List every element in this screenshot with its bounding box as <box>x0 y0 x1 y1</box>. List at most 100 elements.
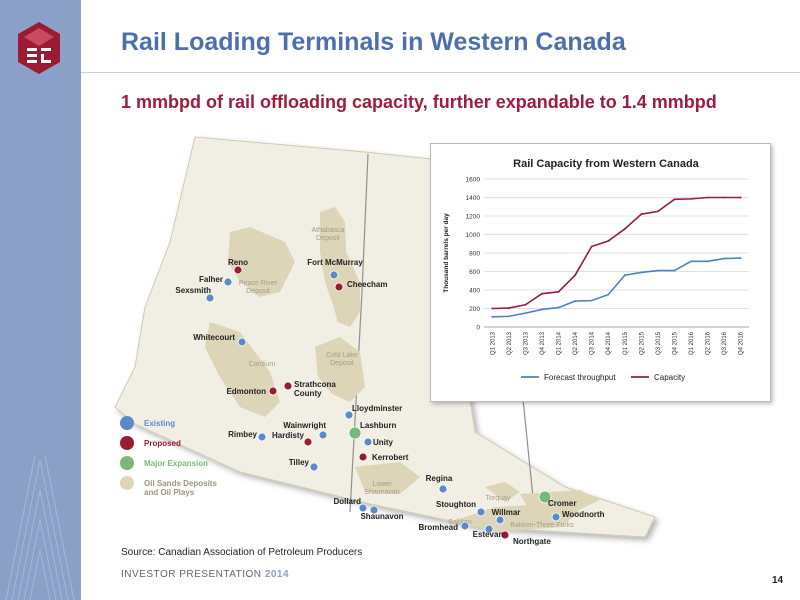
region-label-torquay: Torquay <box>486 495 511 502</box>
slide-subtitle: 1 mmbpd of rail offloading capacity, fur… <box>121 92 717 112</box>
legend-swatch-proposed <box>120 436 134 450</box>
y-tick-label-0: 0 <box>476 325 480 332</box>
data-point-capacity-q1-2015 <box>623 228 626 230</box>
x-tick-label-q4-2015: Q4 2015 <box>672 331 678 355</box>
rail-capacity-chart-svg: Rail Capacity from Western Canada 0 200 400… <box>443 158 749 382</box>
data-point-forecast-throughput-q1-2015 <box>623 274 626 277</box>
terminal-label-estevan: Estevan <box>473 530 504 539</box>
region-label-bakken: Bakken <box>448 519 471 526</box>
terminal-dot-wainwright <box>318 430 328 440</box>
terminal-label-cromer: Cromer <box>548 499 576 508</box>
chart-title: Rail Capacity from Western Canada <box>513 158 700 170</box>
legend-swatch-major <box>120 456 134 470</box>
data-point-capacity-q3-2016 <box>723 196 726 199</box>
terminal-dot-dollard <box>358 503 368 513</box>
y-tick-label-1400: 1400 <box>466 195 481 202</box>
x-tick-label-q1-2014: Q1 2014 <box>557 331 563 355</box>
terminal-dot-regina <box>438 484 448 494</box>
terminal-dot-edmonton <box>268 386 278 396</box>
terminal-label-rimbey: Rimbey <box>228 430 257 439</box>
terminal-dot-willmar <box>495 515 505 525</box>
terminal-dot-fort-mcmurray <box>329 270 339 280</box>
terminal-dot-estevan <box>484 524 494 534</box>
decorative-chevrons <box>5 455 75 600</box>
region-label-bakken-three-forks: Bakken-Three Forks <box>510 522 574 529</box>
terminal-label-hardisty: Hardisty <box>272 431 305 440</box>
data-point-forecast-throughput-q2-2015 <box>640 271 643 274</box>
chart-legend-label-forecast-throughput: Forecast throughput <box>544 373 616 382</box>
terminal-label-northgate: Northgate <box>513 537 551 546</box>
legend-label-deposit: Oil Sands Deposits and Oil Plays <box>144 479 217 497</box>
region-label-cold-lake-deposit: Cold Lake Deposit <box>326 352 358 367</box>
terminal-label-fort-mcmurray: Fort McMurray <box>307 258 363 267</box>
terminal-label-lloydminster: Lloydminster <box>352 404 402 413</box>
data-point-forecast-throughput-q1-2013 <box>491 315 494 318</box>
terminal-dot-lloydminster <box>344 410 354 420</box>
slide-title: Rail Loading Terminals in Western Canada <box>121 28 626 56</box>
y-axis-label: Thousand barrels per day <box>443 213 450 293</box>
terminal-dot-cheecham <box>334 282 344 292</box>
terminal-dot-reno <box>233 265 243 275</box>
series-line-forecast-throughput <box>492 257 741 318</box>
athabasca-deposit-area <box>320 207 360 327</box>
legend-label-proposed: Proposed <box>144 439 181 448</box>
western-canada-map: Athabasca Deposit Peace River Deposit Cold L… <box>114 136 656 546</box>
data-point-capacity-q4-2013 <box>541 292 543 295</box>
terminal-label-stoughton: Stoughton <box>436 500 476 509</box>
terminal-label-unity: Unity <box>373 438 394 447</box>
terminal-label-sexsmith: Sexsmith <box>175 286 211 295</box>
terminal-dot-hardisty <box>303 437 313 447</box>
data-point-forecast-throughput-q2-2014 <box>574 300 576 302</box>
legend-swatch-existing <box>120 416 134 430</box>
terminal-dot-bromhead <box>460 521 470 531</box>
x-tick-label-q3-2013: Q3 2013 <box>523 331 529 355</box>
data-point-capacity-q1-2014 <box>557 290 560 293</box>
terminal-label-kerrobert: Kerrobert <box>372 453 409 462</box>
terminal-dot-rimbey <box>257 432 267 442</box>
data-point-forecast-throughput-q3-2016 <box>723 257 726 260</box>
data-point-forecast-throughput-q4-2014 <box>607 293 610 296</box>
y-tick-label-800: 800 <box>469 251 480 258</box>
data-point-forecast-throughput-q3-2015 <box>657 269 659 272</box>
legend-label-major: Major Expansion <box>144 459 208 468</box>
terminal-dot-woodnorth <box>551 512 561 522</box>
source-note: Source: Canadian Association of Petroleu… <box>121 547 363 558</box>
x-tick-label-q2-2016: Q2 2016 <box>706 331 712 355</box>
data-point-forecast-throughput-q4-2016 <box>739 257 742 259</box>
y-tick-label-1000: 1000 <box>466 232 481 239</box>
side-band <box>0 0 81 600</box>
cold-lake-deposit-area <box>315 337 365 402</box>
terminal-dot-cromer <box>538 490 552 504</box>
data-point-capacity-q4-2014 <box>607 240 610 242</box>
data-point-capacity-q2-2013 <box>507 307 510 309</box>
data-point-capacity-q2-2014 <box>574 274 576 277</box>
peace-river-deposit-area <box>228 227 295 297</box>
x-tick-label-q2-2014: Q2 2014 <box>573 331 579 355</box>
terminal-dot-stoughton <box>476 507 486 517</box>
terminal-dot-shaunavon <box>369 505 379 515</box>
title-divider <box>81 72 800 73</box>
terminal-dot-strathcona-county <box>283 381 293 391</box>
y-tick-label-1200: 1200 <box>466 214 481 221</box>
terminal-dot-sexsmith <box>205 293 215 303</box>
terminal-label-cheecham: Cheecham <box>347 280 387 289</box>
torquay-area <box>485 482 520 502</box>
region-label-peace-river-deposit: Peace River Deposit <box>239 280 278 295</box>
x-tick-label-q1-2015: Q1 2015 <box>623 331 629 355</box>
terminal-dot-falher <box>223 277 233 287</box>
data-point-forecast-throughput-q3-2014 <box>590 299 593 302</box>
data-point-capacity-q1-2013 <box>491 307 494 310</box>
x-tick-label-q1-2016: Q1 2016 <box>689 331 695 355</box>
terminal-label-reno: Reno <box>228 258 248 267</box>
data-point-capacity-q4-2015 <box>673 198 676 201</box>
company-logo <box>18 22 60 74</box>
x-tick-label-q4-2013: Q4 2013 <box>540 331 546 355</box>
footer-year: 2014 <box>264 569 290 580</box>
data-point-capacity-q2-2016 <box>706 196 709 199</box>
terminal-dot-northgate <box>500 530 510 540</box>
chart-legend-label-capacity: Capacity <box>654 373 685 382</box>
terminal-labels: Reno Fort McMurray Falher Cheecham Sexsmith W… <box>175 258 604 546</box>
data-point-capacity-q1-2016 <box>690 197 692 200</box>
legend-label-existing: Existing <box>144 419 175 428</box>
x-tick-label-q2-2015: Q2 2015 <box>639 331 645 355</box>
